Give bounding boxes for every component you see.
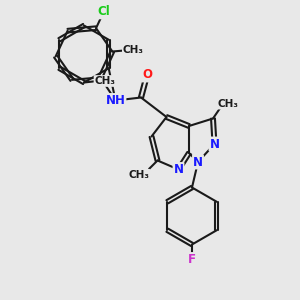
Text: N: N <box>209 137 220 151</box>
Text: NH: NH <box>106 94 125 107</box>
Text: O: O <box>142 68 152 82</box>
Text: CH₃: CH₃ <box>123 45 144 55</box>
Text: CH₃: CH₃ <box>217 99 238 109</box>
Text: Cl: Cl <box>97 5 110 18</box>
Text: N: N <box>193 155 203 169</box>
Text: CH₃: CH₃ <box>94 76 116 86</box>
Text: F: F <box>188 253 196 266</box>
Text: N: N <box>173 163 184 176</box>
Text: CH₃: CH₃ <box>128 170 149 180</box>
